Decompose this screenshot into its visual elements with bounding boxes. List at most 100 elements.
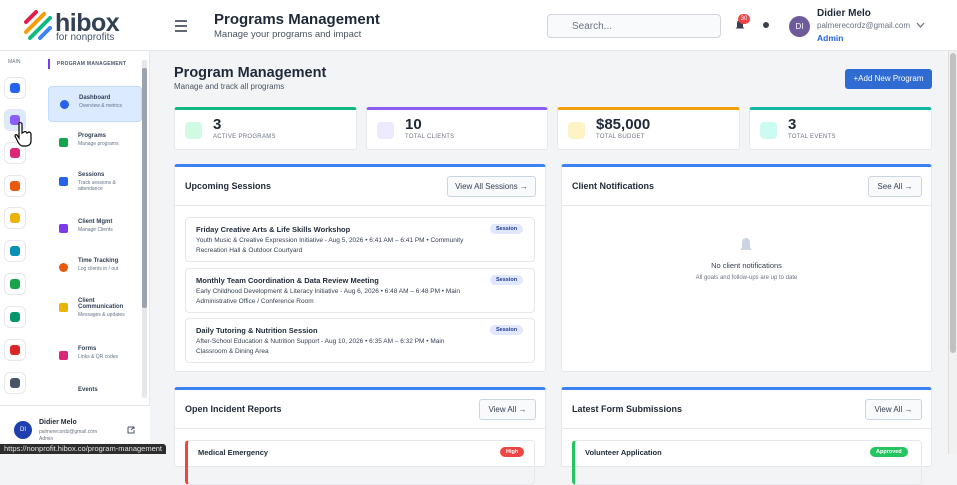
logo-icon [24, 10, 52, 40]
cursor [14, 121, 32, 147]
nav-item[interactable]: Time Tracking Log clients in / out [48, 250, 142, 286]
status-bar: https://nonprofit.hibox.co/program-manag… [0, 444, 167, 454]
notification-badge: 30 [738, 14, 750, 24]
session-item[interactable]: Daily Tutoring & Nutrition Session After-… [185, 318, 535, 363]
stat-label: TOTAL BUDGET [596, 134, 645, 140]
see-all-button[interactable]: See All → [868, 176, 922, 197]
header-subtitle: Manage your programs and impact [214, 29, 362, 40]
empty-subtitle: All goals and follow-ups are up to date [695, 275, 798, 281]
view-all-button[interactable]: View All Sessions → [447, 176, 536, 197]
card-title: Upcoming Sessions [185, 181, 272, 191]
page-scrollbar [948, 51, 957, 454]
session-detail: Youth Music & Creative Expression Initia… [196, 237, 464, 254]
rail-item[interactable] [4, 240, 26, 262]
user-menu-chevron[interactable] [916, 22, 925, 28]
search-input[interactable]: Search... [547, 14, 721, 38]
session-title: Daily Tutoring & Nutrition Session [196, 326, 318, 335]
stat-label: TOTAL CLIENTS [405, 134, 455, 140]
rail-settings[interactable] [4, 372, 26, 394]
sidebar-user-email: palmerecordz@gmail.com [39, 429, 98, 435]
sessions-card: Upcoming Sessions View All Sessions → Fr… [174, 164, 546, 372]
nav-sub: Links & QR codes [78, 354, 119, 360]
nav-title: Client Mgmt [78, 219, 113, 225]
stat-value: 10 [405, 116, 422, 133]
logout-icon[interactable] [127, 426, 135, 434]
nav-title: Programs [78, 133, 107, 139]
stat-card: $85,000 TOTAL BUDGET [557, 107, 740, 150]
stat-card: 3 TOTAL EVENTS [749, 107, 932, 150]
header [0, 0, 957, 51]
avatar[interactable]: DI [789, 16, 810, 37]
logo-name: hibox [55, 9, 120, 37]
session-item[interactable]: Friday Creative Arts & Life Skills Works… [185, 217, 535, 262]
section-marker [48, 59, 50, 69]
stat-value: 3 [788, 116, 797, 133]
session-badge: Session [490, 224, 524, 234]
session-detail: After-School Education & Nutrition Suppo… [196, 338, 445, 355]
stat-card: 3 ACTIVE PROGRAMS [174, 107, 357, 150]
nav-title: Sessions [78, 172, 105, 178]
rail-item[interactable] [4, 142, 26, 164]
nav-item[interactable]: Programs Manage programs [48, 125, 142, 161]
sidebar-user-name: Didier Melo [39, 419, 77, 426]
incident-item[interactable]: Medical Emergency High [185, 440, 535, 485]
stat-label: ACTIVE PROGRAMS [213, 134, 276, 140]
rail-item[interactable] [4, 207, 26, 229]
card-title: Client Notifications [572, 181, 655, 191]
nav-sub: Manage programs [78, 141, 119, 147]
nav-item[interactable]: Events [48, 377, 142, 413]
nav-sub: Track sessions & attendance [78, 180, 116, 192]
bell-empty-icon [740, 238, 752, 252]
stat-card: 10 TOTAL CLIENTS [366, 107, 548, 150]
rail-item[interactable] [4, 339, 26, 361]
session-badge: Session [490, 325, 524, 335]
user-name: Didier Melo [817, 8, 871, 19]
rail-home[interactable] [4, 77, 26, 99]
nav-item[interactable]: Forms Links & QR codes [48, 338, 142, 374]
stat-label: TOTAL EVENTS [788, 134, 836, 140]
nav-item[interactable]: Client Mgmt Manage Clients [48, 211, 142, 247]
card-title: Latest Form Submissions [572, 404, 683, 414]
search-placeholder: Search... [572, 21, 613, 32]
nav-sub: Log clients in / out [78, 266, 119, 272]
rail-item[interactable] [4, 273, 26, 295]
menu-button[interactable] [175, 20, 188, 32]
sidebar-avatar: DI [14, 421, 32, 439]
rail-item[interactable] [4, 306, 26, 328]
nav-title: Dashboard [79, 95, 111, 101]
rail-item[interactable] [4, 175, 26, 197]
nav-sub: Messages & updates [78, 312, 125, 318]
empty-title: No client notifications [711, 261, 782, 270]
form-item[interactable]: Volunteer Application Approved [572, 440, 922, 485]
theme-toggle[interactable] [761, 20, 771, 30]
sidebar-user-role: Admin [39, 436, 54, 442]
header-title: Programs Management [214, 11, 380, 28]
stat-value: $85,000 [596, 116, 651, 133]
session-title: Friday Creative Arts & Life Skills Works… [196, 225, 351, 234]
nav-sub: Overview & metrics [79, 103, 123, 109]
view-all-button[interactable]: View All → [865, 399, 922, 420]
incidents-card: Open Incident Reports View All → Medical… [174, 387, 546, 485]
user-role: Admin [817, 33, 844, 43]
notifications-card: Client Notifications See All → No client… [561, 164, 932, 372]
session-detail: Early Childhood Development & Literacy I… [196, 288, 460, 305]
form-badge: Approved [870, 447, 908, 457]
form-title: Volunteer Application [585, 448, 662, 457]
add-program-button[interactable]: +Add New Program [845, 69, 932, 89]
page-subtitle: Manage and track all programs [174, 82, 285, 91]
session-item[interactable]: Monthly Team Coordination & Data Review … [185, 268, 535, 313]
user-email: palmerecordz@gmail.com [817, 21, 911, 30]
sidebar-scrollbar [142, 60, 147, 398]
nav-item[interactable]: Sessions Track sessions & attendance [48, 164, 142, 200]
nav-title: Forms [78, 346, 97, 352]
nav-sub: Manage Clients [78, 227, 113, 233]
view-all-button[interactable]: View All → [479, 399, 536, 420]
nav-title: Time Tracking [78, 258, 119, 264]
nav-item[interactable]: Dashboard Overview & metrics [48, 86, 142, 122]
nav-title: Events [78, 387, 98, 393]
logo-tagline: for nonprofits [56, 32, 115, 43]
nav-item[interactable]: Client Communication Messages & updates [48, 290, 142, 326]
sidebar-section: PROGRAM MANAGEMENT [57, 61, 127, 67]
stat-value: 3 [213, 116, 222, 133]
